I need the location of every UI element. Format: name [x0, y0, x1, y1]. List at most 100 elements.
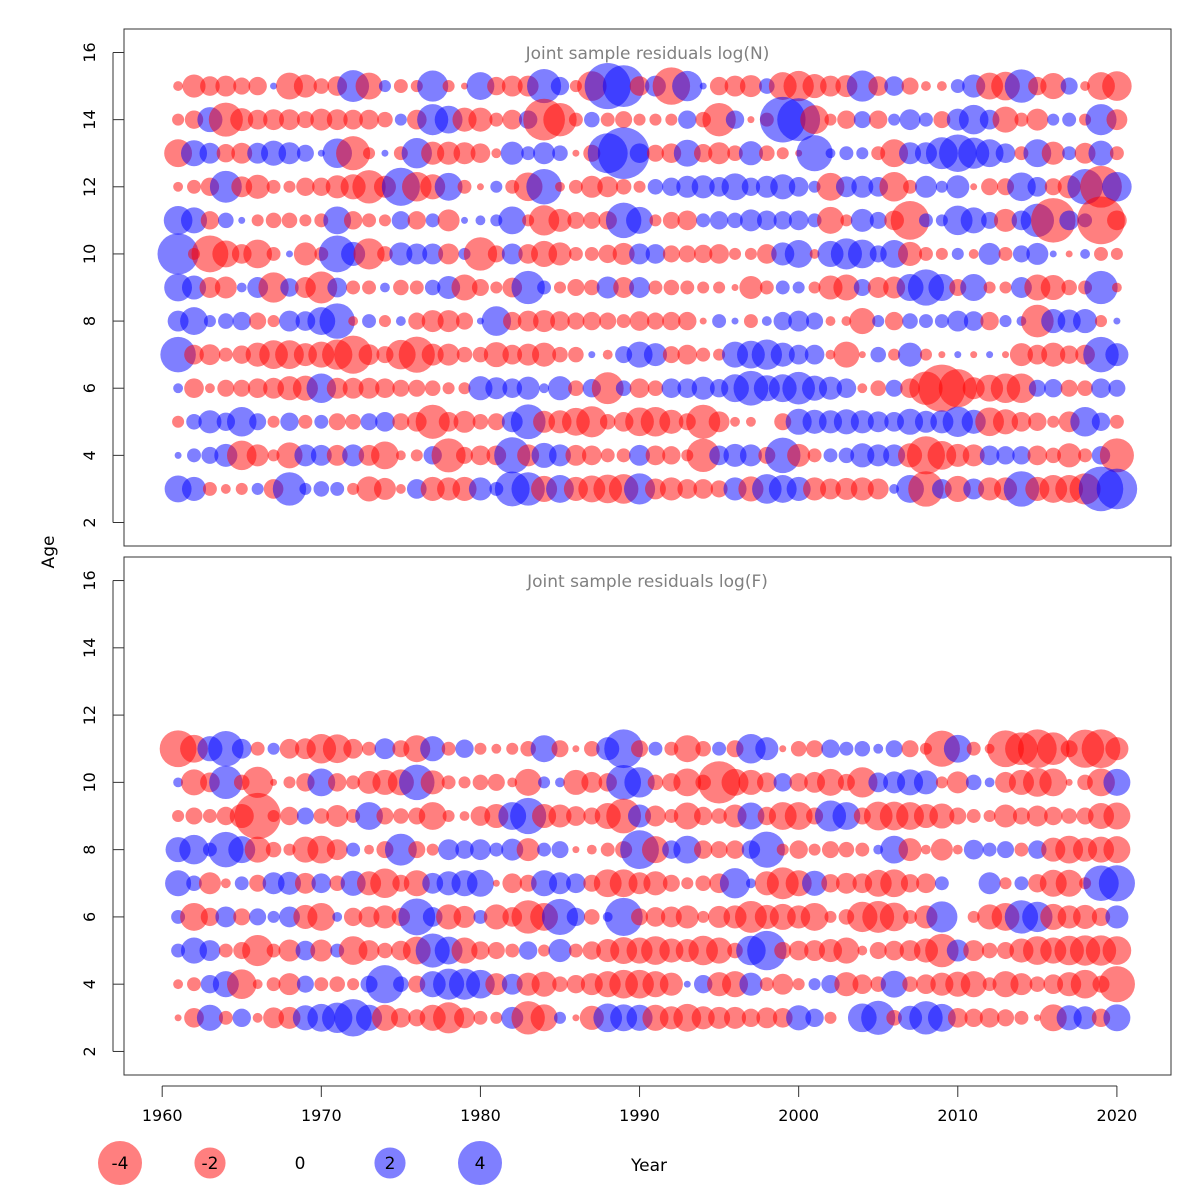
residual-bubble — [551, 740, 569, 758]
residual-bubble — [739, 209, 762, 232]
residual-bubble — [347, 978, 360, 991]
residual-bubble — [857, 383, 868, 394]
residual-bubble — [696, 213, 711, 228]
residual-bubble — [551, 841, 569, 859]
residual-bubble — [1012, 807, 1030, 825]
x-tick-label: 1960 — [142, 1106, 183, 1125]
residual-bubble — [598, 244, 617, 264]
residual-bubble — [773, 311, 792, 331]
residual-bubble — [708, 142, 731, 165]
residual-bubble — [1007, 172, 1036, 202]
residual-bubble — [476, 183, 484, 191]
residual-bubble — [380, 282, 390, 293]
residual-bubble — [986, 351, 994, 359]
legend-bubble — [458, 1141, 502, 1185]
residual-bubble — [677, 344, 698, 365]
residual-bubble — [437, 209, 460, 232]
residual-bubble — [567, 211, 585, 229]
residual-bubble — [184, 344, 204, 365]
residual-bubble — [199, 277, 221, 298]
residual-bubble — [378, 315, 391, 328]
residual-bubble — [600, 842, 615, 857]
residual-bubble — [835, 872, 857, 894]
residual-bubble — [867, 478, 889, 500]
residual-bubble — [270, 778, 278, 786]
residual-bubble — [691, 376, 715, 400]
x-tick-label: 2000 — [778, 1106, 819, 1125]
x-tick-label: 1990 — [619, 1106, 660, 1125]
residual-bubble — [918, 112, 933, 127]
residual-bubble — [408, 379, 426, 397]
residual-bubble — [645, 445, 666, 466]
residual-bubble — [1012, 245, 1030, 263]
residual-bubble — [649, 214, 662, 227]
residual-bubble — [537, 842, 552, 857]
residual-bubble — [888, 348, 901, 361]
residual-bubble — [212, 240, 240, 268]
residual-bubble — [584, 909, 600, 925]
residual-bubble — [393, 808, 409, 824]
residual-bubble — [884, 940, 904, 961]
residual-bubble — [471, 941, 490, 960]
residual-bubble — [265, 212, 282, 229]
residual-bubble — [774, 942, 792, 960]
residual-bubble — [250, 741, 265, 756]
residual-bubble — [454, 1007, 475, 1029]
residual-bubble — [249, 908, 267, 926]
residual-bubble — [600, 112, 615, 127]
residual-bubble — [491, 148, 502, 159]
residual-bubble — [437, 343, 460, 366]
residual-bubble — [802, 74, 827, 99]
residual-bubble — [1070, 969, 1100, 999]
residual-bubble — [597, 176, 619, 198]
residual-bubble — [1084, 270, 1118, 305]
residual-bubble — [584, 246, 599, 261]
residual-bubble — [180, 769, 208, 796]
residual-bubble — [834, 972, 859, 997]
residual-bubble — [180, 937, 208, 964]
residual-bubble — [673, 802, 701, 830]
residual-bubble — [628, 804, 652, 828]
residual-bubble — [1030, 198, 1076, 243]
residual-bubble — [693, 840, 713, 859]
residual-bubble — [1065, 778, 1073, 786]
residual-bubble — [180, 140, 208, 167]
residual-bubble — [1062, 112, 1077, 127]
residual-bubble — [181, 275, 207, 300]
residual-bubble — [487, 245, 505, 263]
residual-bubble — [1055, 869, 1083, 897]
residual-bubble — [662, 874, 680, 892]
residual-bubble — [165, 870, 192, 897]
residual-bubble — [681, 877, 694, 890]
residual-bubble — [616, 448, 631, 463]
residual-bubble — [662, 211, 680, 229]
residual-bubble — [490, 180, 503, 193]
residual-bubble — [744, 247, 757, 260]
y-tick-label: 2 — [80, 1046, 99, 1056]
residual-bubble — [398, 898, 436, 936]
residual-bubble — [553, 1011, 567, 1024]
residual-bubble — [662, 446, 681, 465]
residual-bubble — [531, 870, 558, 897]
residual-bubble — [418, 802, 447, 830]
residual-bubble — [376, 807, 394, 825]
residual-bubble — [374, 738, 396, 760]
residual-bubble — [626, 206, 654, 234]
residual-bubble — [838, 841, 855, 858]
residual-bubble — [950, 79, 965, 94]
y-tick-label: 12 — [80, 705, 99, 725]
residual-bubble — [425, 213, 440, 228]
residual-bubble — [215, 906, 237, 928]
residual-bubble — [521, 146, 536, 161]
residual-bubble — [572, 1014, 580, 1022]
residual-bubble — [727, 145, 743, 161]
y-tick-label: 8 — [80, 316, 99, 326]
residual-bubble — [693, 144, 713, 163]
residual-bubble — [422, 243, 444, 265]
residual-bubble — [251, 214, 264, 227]
residual-bubble — [502, 873, 523, 894]
residual-bubble — [566, 806, 586, 826]
residual-bubble — [173, 979, 184, 990]
residual-bubble — [792, 978, 805, 991]
residual-bubble — [693, 479, 714, 499]
